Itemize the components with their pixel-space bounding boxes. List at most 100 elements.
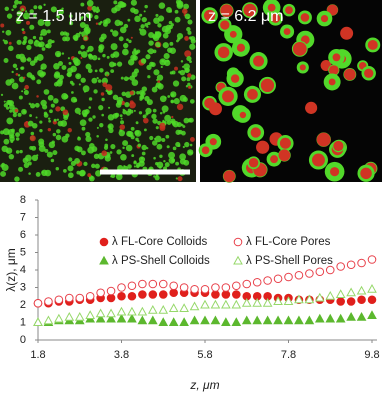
texture-dot: [87, 45, 94, 52]
texture-dot: [134, 15, 141, 23]
data-point: [262, 298, 273, 307]
texture-dot: [137, 143, 142, 148]
texture-dot: [123, 42, 129, 49]
texture-dot: [33, 40, 41, 47]
texture-dot: [40, 29, 48, 36]
data-point: [210, 299, 221, 309]
texture-dot: [184, 50, 192, 58]
texture-dot: [133, 165, 136, 168]
texture-dot: [139, 94, 145, 100]
texture-dot: [165, 24, 172, 31]
data-point: [168, 303, 179, 312]
texture-dot: [300, 13, 310, 22]
texture-dot: [122, 140, 129, 147]
texture-dot: [50, 158, 55, 163]
texture-dot: [26, 58, 29, 61]
texture-dot: [256, 140, 270, 154]
texture-dot: [270, 155, 279, 164]
texture-dot: [129, 75, 135, 81]
data-point: [357, 295, 366, 305]
texture-dot: [155, 13, 159, 17]
data-point: [325, 313, 336, 323]
texture-dot: [156, 78, 159, 81]
texture-dot: [61, 135, 69, 143]
texture-dot: [119, 26, 127, 34]
texture-dot: [243, 3, 257, 17]
texture-dot: [48, 119, 52, 123]
texture-dot: [175, 177, 178, 180]
texture-dot: [159, 122, 166, 129]
texture-dot: [58, 74, 64, 80]
texture-dot: [130, 7, 136, 13]
texture-dot: [18, 95, 23, 100]
texture-dot: [184, 13, 191, 20]
texture-dot: [113, 0, 118, 5]
texture-dot: [95, 170, 102, 177]
texture-dot: [179, 158, 187, 165]
texture-dot: [129, 90, 134, 95]
texture-dot: [110, 143, 116, 150]
texture-dot: [52, 132, 57, 137]
texture-dot: [67, 128, 72, 133]
texture-dot: [181, 76, 187, 82]
data-point: [138, 290, 147, 299]
texture-dot: [11, 70, 14, 74]
texture-dot: [285, 6, 293, 15]
texture-dot: [100, 33, 107, 40]
data-point: [367, 310, 377, 319]
texture-dot: [119, 114, 123, 118]
texture-dot: [43, 111, 48, 116]
texture-dot: [36, 79, 42, 85]
data-point: [336, 297, 345, 306]
texture-dot: [187, 82, 191, 87]
texture-dot: [63, 115, 69, 121]
texture-dot: [179, 69, 186, 76]
texture-dot: [163, 159, 166, 163]
texture-dot: [88, 97, 93, 101]
data-point: [283, 296, 294, 305]
texture-dot: [33, 14, 37, 18]
texture-dot: [99, 122, 104, 128]
texture-dot: [175, 161, 180, 166]
data-point: [305, 269, 314, 278]
texture-dot: [105, 89, 109, 93]
panel-label: z = 6.2 μm: [208, 8, 283, 25]
texture-dot: [141, 151, 146, 156]
texture-dot: [139, 13, 143, 17]
data-point: [158, 305, 169, 314]
data-point: [315, 267, 325, 277]
texture-dot: [88, 106, 92, 109]
texture-dot: [80, 51, 88, 58]
texture-dot: [143, 117, 149, 124]
data-point: [335, 289, 346, 298]
texture-dot: [305, 101, 318, 114]
texture-dot: [0, 23, 5, 28]
texture-dot: [164, 114, 172, 122]
texture-dot: [127, 18, 131, 22]
texture-dot: [15, 53, 21, 60]
texture-dot: [87, 68, 93, 74]
texture-dot: [79, 169, 86, 177]
y-tick-label: 6: [20, 229, 26, 241]
texture-dot: [136, 91, 140, 95]
texture-dot: [170, 93, 175, 97]
texture-dot: [72, 34, 79, 41]
texture-dot: [39, 6, 43, 10]
texture-dot: [6, 117, 14, 125]
texture-dot: [98, 44, 105, 51]
data-point: [221, 283, 231, 292]
texture-dot: [81, 16, 84, 19]
texture-dot: [108, 61, 115, 68]
texture-dot: [171, 158, 175, 163]
texture-dot: [129, 100, 134, 105]
texture-dot: [31, 145, 37, 151]
data-point: [304, 315, 315, 325]
texture-dot: [48, 141, 56, 149]
texture-dot: [247, 89, 258, 100]
texture-dot: [12, 63, 18, 68]
texture-dot: [15, 150, 20, 154]
texture-dot: [145, 54, 151, 60]
data-point: [356, 312, 367, 321]
texture-dot: [70, 65, 77, 73]
